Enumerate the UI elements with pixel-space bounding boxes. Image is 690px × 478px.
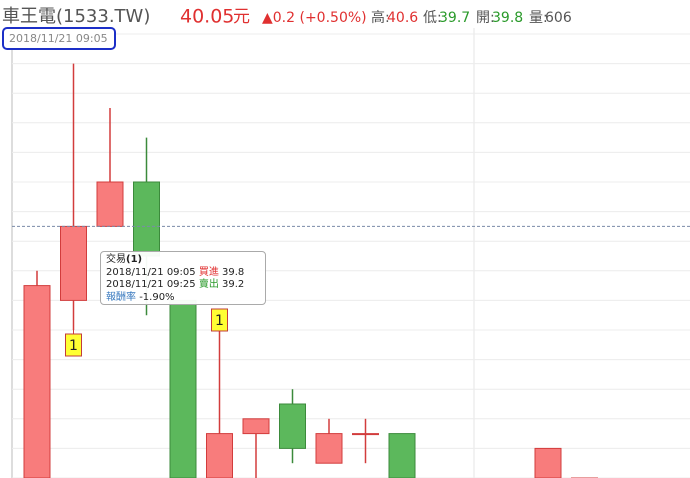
open: 39.8 [492, 10, 523, 26]
tooltip-row: 報酬率 -1.90% [106, 292, 260, 305]
tooltip-title-row: 交易(1) [106, 254, 260, 267]
high: 40.6 [387, 10, 418, 26]
candle-body [315, 433, 343, 464]
open-label: 開: [476, 10, 495, 26]
trade-time: 2018/11/21 09:05 [106, 266, 196, 278]
candle-body [242, 418, 270, 435]
trade-marker [65, 333, 82, 357]
trade-marker-label: 1 [215, 313, 224, 329]
high-label: 高: [371, 9, 390, 26]
candle-body [133, 181, 160, 257]
time: 2018/11/21 09:05 [9, 32, 108, 45]
price-unit: 元 [233, 7, 250, 27]
tooltip-title: 交易 [106, 254, 126, 265]
tooltip-row: 2018/11/21 09:25 賣出 39.2 [106, 279, 260, 292]
trade-marker [211, 308, 228, 332]
tooltip-row: 2018/11/21 09:05 買進 39.8 [106, 267, 260, 280]
trade-action: 買進 [198, 266, 219, 278]
tooltip-count: (1) [126, 254, 143, 265]
change: ▲0.2 (+0.50%) [262, 10, 367, 26]
price: 40.05 [180, 6, 234, 28]
candle-body [388, 433, 416, 478]
trade-marker-label: 1 [69, 338, 78, 354]
volume: 606 [545, 10, 572, 26]
candle-body [352, 433, 379, 436]
low: 39.7 [439, 10, 470, 26]
low-label: 低: [423, 10, 442, 26]
trade-price: 39.2 [222, 279, 245, 290]
candle-body [206, 433, 233, 478]
trade-tooltip: 交易(1) 2018/11/21 09:05 買進 39.8 2018/11/2… [100, 251, 266, 305]
stock-name: 車王電(1533.TW) [2, 6, 150, 27]
candle-body [23, 285, 51, 478]
return-label: 報酬率 [106, 291, 136, 303]
trade-action: 賣出 [198, 279, 219, 290]
candle-body [60, 225, 87, 301]
trade-time: 2018/11/21 09:25 [106, 279, 196, 290]
candle-body [96, 181, 124, 227]
candle-body [534, 447, 562, 478]
plot: 11 [12, 33, 690, 478]
return-value: -1.90% [139, 291, 175, 303]
time-box [2, 27, 116, 50]
candle-body [279, 403, 306, 449]
trade-price: 39.8 [222, 266, 245, 278]
candle-body [169, 299, 197, 478]
volume-label: 量: [529, 10, 548, 26]
